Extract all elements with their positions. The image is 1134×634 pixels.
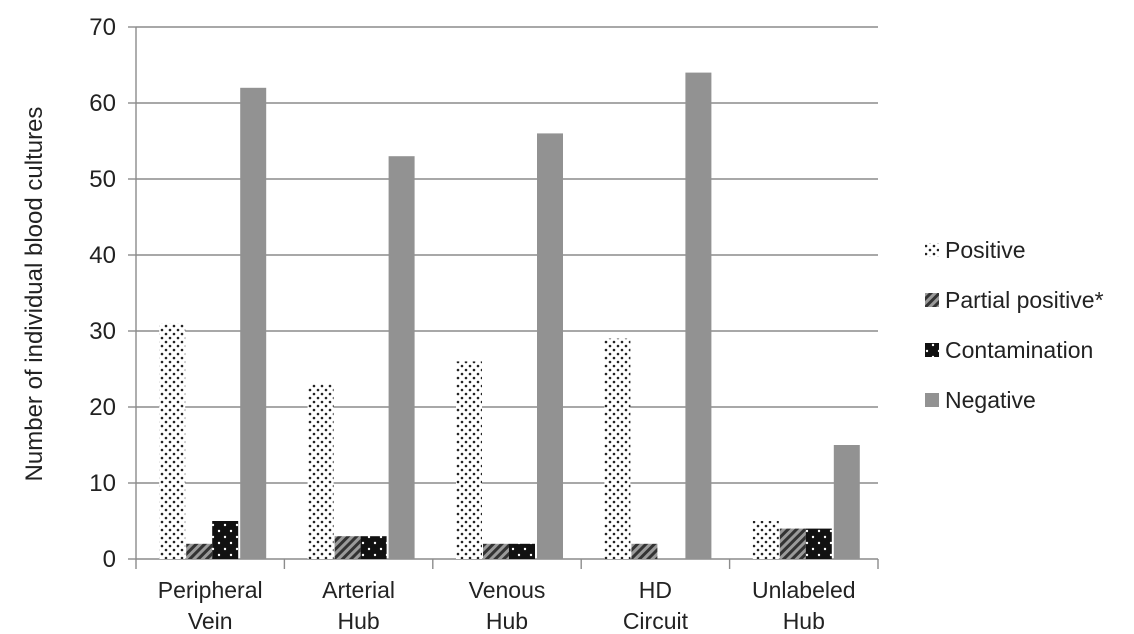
y-tick-label: 20 [89,394,116,421]
bar-positive [753,521,779,559]
bar-partial-positive [780,529,806,559]
legend-label: Contamination [945,337,1093,363]
x-category-label: Unlabeled [752,577,856,603]
y-tick-label: 10 [89,470,116,497]
bar-negative [537,133,563,559]
y-axis-title: Number of individual blood cultures [21,107,48,482]
x-category-label: Peripheral [158,577,263,603]
x-category-label: HD [639,577,672,603]
legend-label: Negative [945,387,1036,413]
y-tick-label: 0 [103,546,116,573]
bars [159,73,860,559]
y-tick-label: 70 [89,14,116,41]
x-category-label: Hub [337,608,379,634]
legend-swatch [925,293,939,307]
x-category-label: Arterial [322,577,395,603]
bar-partial-positive [483,544,509,559]
bar-positive [159,323,185,559]
y-tick-label: 60 [89,90,116,117]
x-category-label: Venous [469,577,546,603]
legend-swatch [925,243,939,257]
legend-label: Partial positive* [945,287,1104,313]
y-tick-label: 50 [89,166,116,193]
bar-partial-positive [631,544,657,559]
y-tick-label: 40 [89,242,116,269]
bar-contamination [212,521,238,559]
bar-partial-positive [186,544,212,559]
bar-negative [834,445,860,559]
y-tick-label: 30 [89,318,116,345]
bar-positive [308,384,334,559]
x-category-label: Circuit [623,608,689,634]
bar-positive [456,361,482,559]
legend-label: Positive [945,237,1026,263]
bar-negative [685,73,711,559]
bar-partial-positive [335,536,361,559]
bar-negative [389,156,415,559]
bar-negative [240,88,266,559]
legend-swatch [925,343,939,357]
x-category-label: Hub [783,608,825,634]
bar-contamination [509,544,535,559]
bar-positive [604,339,630,559]
x-category-label: Vein [188,608,233,634]
x-category-label: Hub [486,608,528,634]
legend-swatch [925,393,939,407]
bar-contamination [361,536,387,559]
bar-contamination [806,529,832,559]
legend: Positive Partial positive* Contamination Ne… [925,237,1104,413]
